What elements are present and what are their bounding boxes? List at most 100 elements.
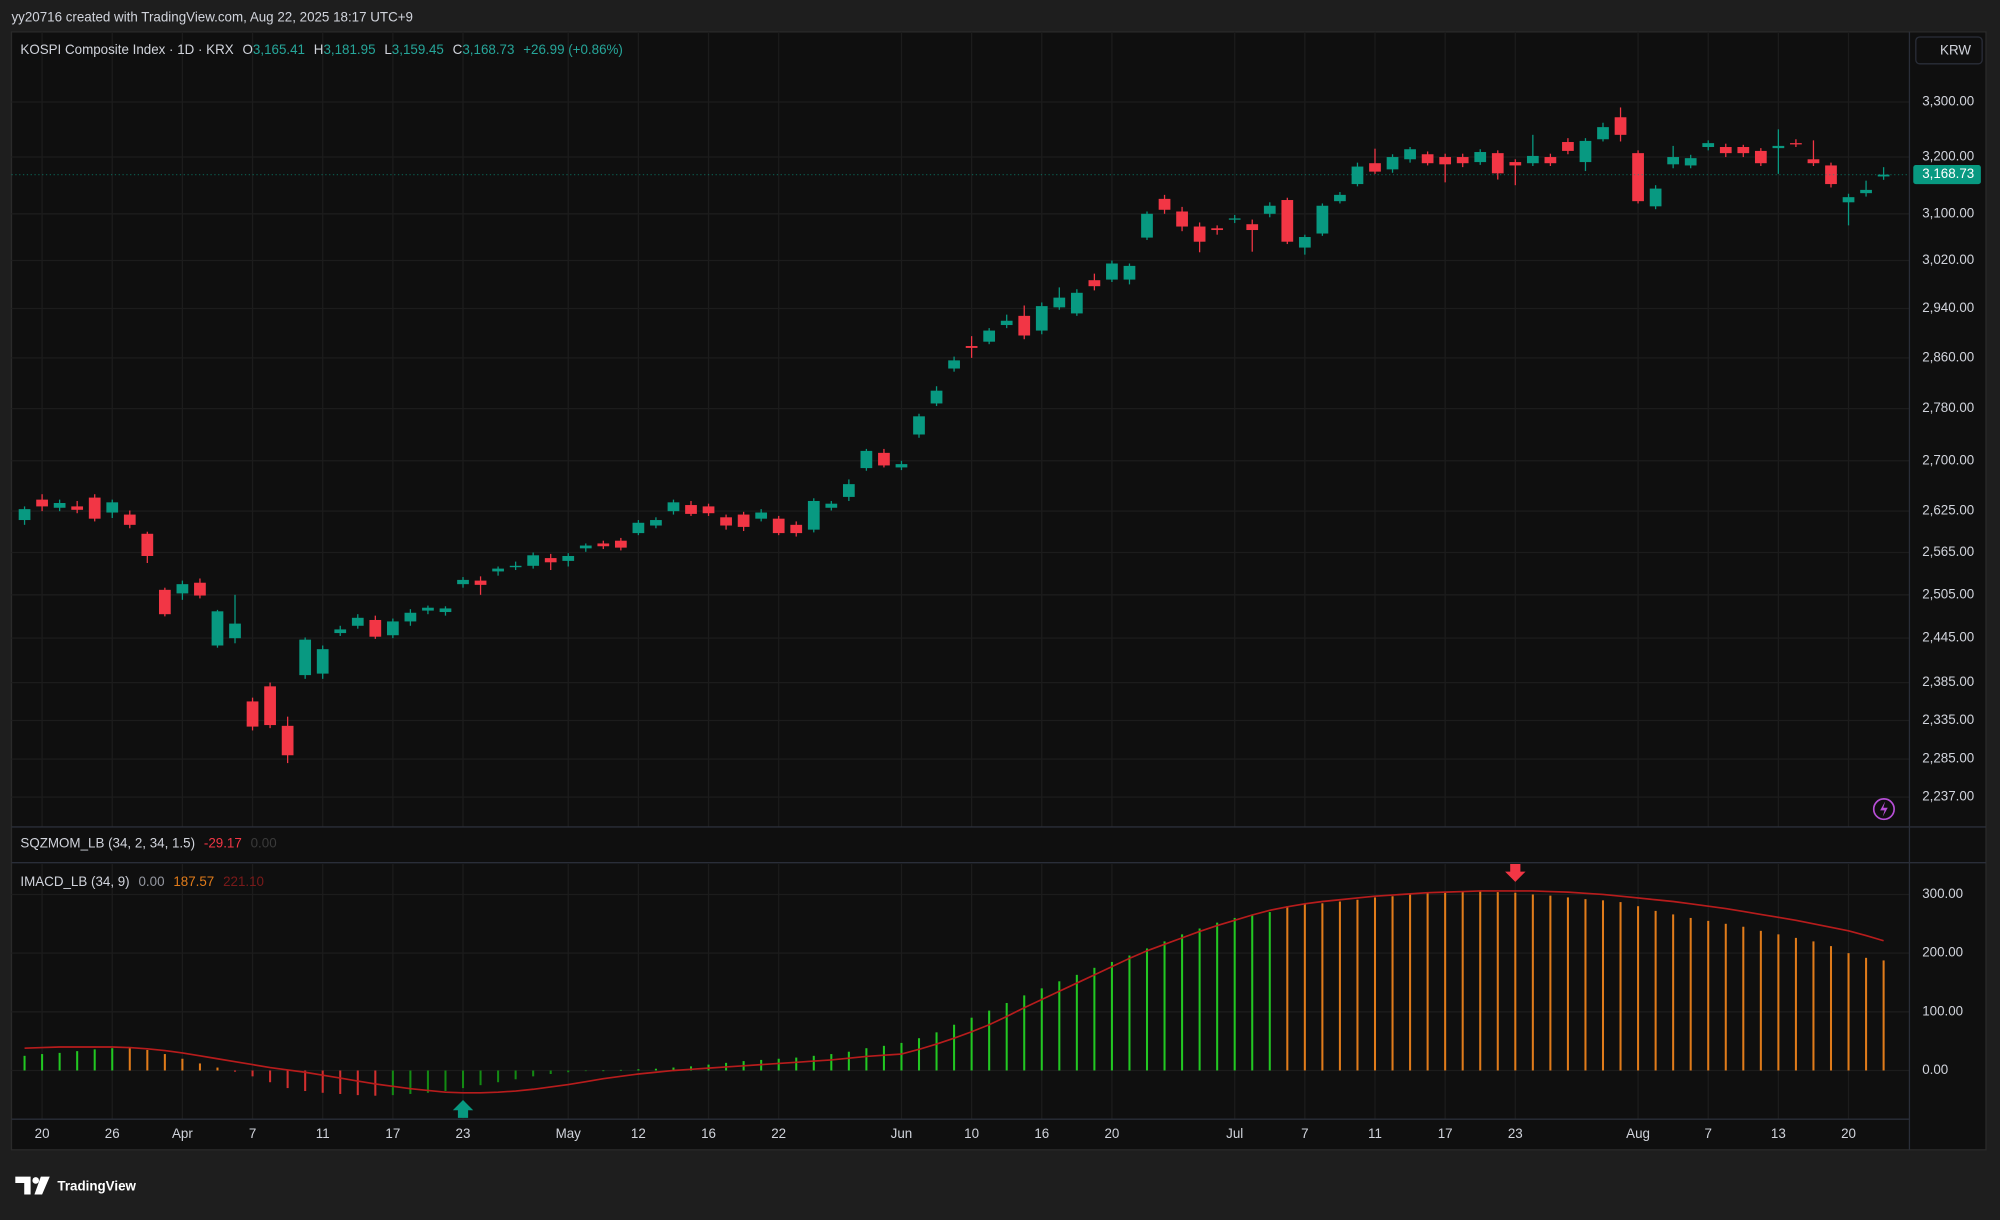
histogram-bar — [1707, 920, 1710, 1071]
candle-body — [1544, 157, 1557, 164]
x-tick-label: 11 — [1368, 1126, 1382, 1141]
candle-body — [53, 503, 66, 508]
histogram-bar — [602, 1070, 605, 1072]
y-tick-label: 2,860.00 — [1922, 349, 1974, 364]
candle-body — [492, 568, 504, 572]
histogram-bar — [128, 1048, 131, 1071]
candle-body — [474, 580, 487, 585]
candle-body — [1456, 157, 1469, 164]
logo-mark — [34, 1176, 50, 1195]
histogram-bar — [514, 1070, 517, 1080]
candle-body — [18, 509, 31, 521]
histogram-bar — [1496, 892, 1499, 1071]
candle-body — [211, 611, 224, 646]
candle-body — [1614, 117, 1627, 135]
candle-body — [106, 502, 119, 513]
symbol: KOSPI Composite Index · 1D · KRX — [20, 41, 233, 56]
candle-body — [1298, 237, 1311, 248]
legend-key: H — [314, 41, 324, 56]
candle-body — [1000, 320, 1013, 326]
histogram-bar — [1847, 953, 1850, 1071]
indicator-value: 221.10 — [223, 873, 264, 888]
candle-body — [316, 649, 329, 674]
candle-body — [983, 330, 996, 342]
histogram-bar — [1654, 910, 1657, 1071]
histogram-bar — [181, 1058, 184, 1071]
candle-body — [1018, 315, 1031, 336]
histogram-bar — [847, 1051, 850, 1071]
indicator-name: SQZMOM_LB (34, 2, 34, 1.5) — [20, 835, 195, 850]
candle-body — [1719, 147, 1732, 154]
histogram-bar — [76, 1051, 79, 1071]
candle-body — [1228, 218, 1241, 220]
histogram-bar — [1566, 897, 1569, 1071]
candle-body — [1667, 157, 1680, 165]
histogram-bar — [953, 1024, 956, 1071]
histogram-bar — [409, 1070, 412, 1094]
y-tick-label: 100.00 — [1922, 1003, 1963, 1018]
last-price-badge — [1913, 165, 1981, 185]
legend-value: 3,181.95 — [323, 41, 375, 56]
candle-body — [1369, 163, 1381, 172]
histogram-bar — [795, 1057, 798, 1071]
histogram-bar — [1093, 967, 1096, 1071]
candle-body — [176, 584, 189, 594]
histogram-bar — [444, 1070, 447, 1092]
histogram-bar — [1110, 961, 1113, 1071]
candle-body — [930, 390, 943, 404]
histogram-bar — [1409, 894, 1412, 1071]
y-tick-label: 2,625.00 — [1922, 503, 1974, 518]
x-tick-label: 26 — [105, 1126, 120, 1141]
histogram-bar — [1444, 892, 1447, 1071]
histogram-bar — [1637, 906, 1640, 1071]
histogram-bar — [58, 1052, 61, 1071]
caption: yy20716 created with TradingView.com, Au… — [11, 9, 413, 24]
candle-body — [281, 725, 294, 756]
histogram-bar — [1251, 914, 1254, 1071]
x-tick-label: 12 — [631, 1126, 646, 1141]
alert-icon[interactable] — [1872, 798, 1895, 821]
x-tick-label: 20 — [1841, 1126, 1856, 1141]
histogram-bar — [1829, 946, 1833, 1071]
histogram-bar — [882, 1045, 885, 1071]
legend-value: 3,159.45 — [392, 41, 444, 56]
imacd-legend: IMACD_LB (34, 9) 0.00 187.57 221.10 — [20, 873, 264, 888]
candle-body — [632, 522, 645, 534]
histogram-bar — [1163, 941, 1166, 1071]
candle-body — [36, 499, 48, 507]
currency-label[interactable]: KRW — [1940, 43, 1971, 58]
histogram-bar — [935, 1032, 938, 1071]
histogram-bar — [1286, 906, 1289, 1071]
candle-body — [948, 360, 960, 369]
histogram-bar — [1549, 895, 1552, 1071]
histogram-bar — [1689, 917, 1692, 1071]
y-tick-label: 2,940.00 — [1922, 300, 1974, 315]
currency-button[interactable] — [1915, 36, 1983, 65]
histogram-bar — [1216, 922, 1219, 1071]
candle-body — [842, 484, 855, 497]
candle-body — [860, 450, 873, 469]
histogram-bar — [812, 1055, 815, 1071]
candle-body — [1632, 153, 1644, 202]
logo-mark — [15, 1176, 31, 1195]
candle-body — [1842, 197, 1855, 203]
candle-body — [1334, 194, 1346, 202]
x-tick-label: 16 — [1034, 1126, 1049, 1141]
histogram-bar — [1040, 988, 1043, 1071]
histogram-bar — [374, 1070, 377, 1096]
candle-body — [895, 464, 908, 468]
candle-body — [1877, 174, 1890, 177]
candle-body — [422, 607, 434, 611]
histogram-bar — [1075, 974, 1078, 1071]
candle-body — [1474, 152, 1487, 163]
candle-body — [755, 512, 768, 519]
histogram-bar — [1479, 891, 1482, 1071]
candle-body — [229, 623, 241, 639]
histogram-bar — [339, 1070, 342, 1094]
y-tick-label: 2,335.00 — [1922, 712, 1974, 727]
x-tick-label: Jul — [1226, 1126, 1243, 1141]
y-tick-label: 2,565.00 — [1922, 544, 1974, 559]
candle-body — [825, 503, 838, 508]
candle-body — [544, 558, 557, 563]
